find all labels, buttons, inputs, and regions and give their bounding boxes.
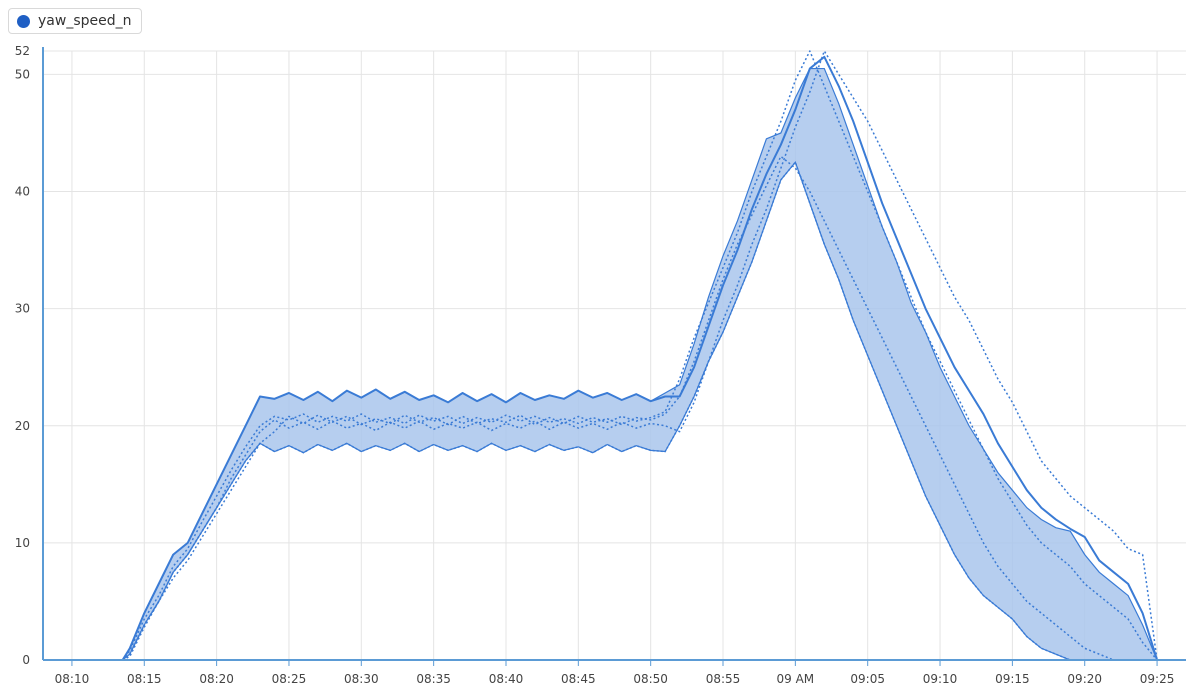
y-tick-label: 52: [15, 44, 30, 58]
x-tick-label: 08:20: [199, 672, 234, 686]
x-tick-label: 09:20: [1067, 672, 1102, 686]
y-tick-label: 20: [15, 419, 30, 433]
x-tick-label: 09:10: [923, 672, 958, 686]
x-tick-label: 08:25: [272, 672, 307, 686]
x-tick-label: 09:25: [1140, 672, 1175, 686]
x-tick-label: 09:15: [995, 672, 1030, 686]
range-band: [43, 67, 1158, 661]
legend-swatch: [17, 14, 30, 28]
x-tick-label: 08:15: [127, 672, 162, 686]
band-lower-edge: [43, 160, 1158, 661]
x-tick-label: 08:40: [489, 672, 524, 686]
series-line-3[interactable]: [122, 50, 1158, 661]
series-line-4[interactable]: [122, 155, 1158, 661]
x-tick-label: 09:05: [850, 672, 885, 686]
x-tick-label: 08:10: [55, 672, 90, 686]
y-tick-label: 50: [15, 67, 30, 81]
axes: 0 10 20 30 40 50 52 08:10 08:15 08:20 08:25 08:30 08…: [15, 44, 1186, 686]
band-layer: [43, 67, 1158, 661]
legend-label: yaw_speed_n: [38, 13, 132, 29]
y-tick-label: 30: [15, 302, 30, 316]
x-tick-label: 09 AM: [777, 672, 815, 686]
y-tick-label: 0: [22, 653, 30, 667]
series-line-2[interactable]: [121, 50, 1158, 661]
lines-layer: [43, 50, 1159, 661]
x-tick-label: 08:30: [344, 672, 379, 686]
y-tick-label: 10: [15, 536, 30, 550]
legend[interactable]: yaw_speed_n: [8, 8, 143, 34]
x-tick-label: 08:55: [706, 672, 741, 686]
x-tick-label: 08:50: [633, 672, 668, 686]
x-tick-label: 08:35: [416, 672, 451, 686]
x-tick-label: 08:45: [561, 672, 596, 686]
y-tick-label: 40: [15, 185, 30, 199]
series-line-1[interactable]: [43, 55, 1159, 661]
